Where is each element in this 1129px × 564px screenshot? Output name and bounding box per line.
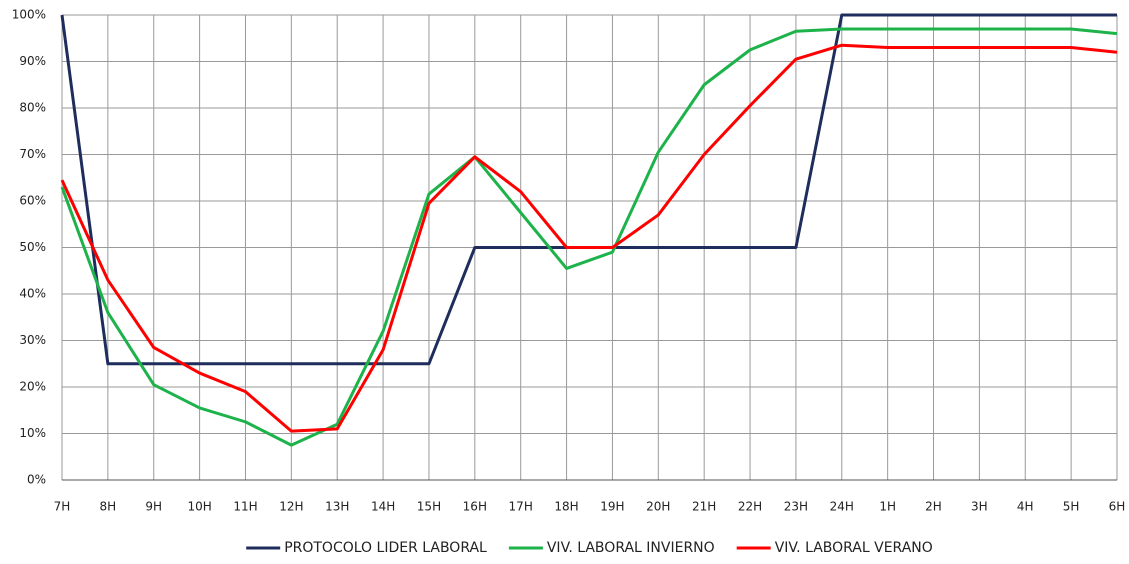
x-tick-label: 22H: [738, 500, 762, 514]
y-tick-label: 90%: [19, 54, 46, 68]
x-tick-label: 20H: [646, 500, 670, 514]
y-tick-label: 20%: [19, 380, 46, 394]
y-tick-label: 40%: [19, 287, 46, 301]
series-line: [60, 13, 1117, 366]
legend-label: VIV. LABORAL VERANO: [775, 540, 933, 556]
y-tick-label: 60%: [19, 194, 46, 208]
x-tick-label: 17H: [509, 500, 533, 514]
series-line: [60, 43, 1118, 433]
legend-label: VIV. LABORAL INVIERNO: [547, 540, 715, 556]
x-tick-label: 8H: [100, 500, 117, 514]
x-tick-label: 16H: [463, 500, 487, 514]
x-tick-label: 7H: [54, 500, 71, 514]
legend-label: PROTOCOLO LIDER LABORAL: [284, 540, 487, 556]
x-tick-label: 10H: [187, 500, 211, 514]
x-tick-label: 1H: [879, 500, 896, 514]
x-tick-label: 14H: [371, 500, 395, 514]
x-tick-label: 9H: [145, 500, 162, 514]
y-tick-label: 80%: [19, 101, 46, 115]
x-tick-label: 18H: [554, 500, 578, 514]
x-tick-label: 19H: [600, 500, 624, 514]
x-tick-label: 5H: [1063, 500, 1080, 514]
x-tick-label: 13H: [325, 500, 349, 514]
x-tick-label: 2H: [925, 500, 942, 514]
x-tick-label: 15H: [417, 500, 441, 514]
x-tick-label: 12H: [279, 500, 303, 514]
y-tick-label: 50%: [19, 240, 46, 254]
x-tick-label: 11H: [233, 500, 257, 514]
x-tick-label: 3H: [971, 500, 988, 514]
legend: PROTOCOLO LIDER LABORAL VIV. LABORAL INVI…: [246, 540, 933, 556]
series-line: [60, 27, 1118, 447]
x-tick-label: 21H: [692, 500, 716, 514]
x-tick-label: 4H: [1017, 500, 1034, 514]
x-tick-label: 6H: [1109, 500, 1126, 514]
y-tick-label: 70%: [19, 147, 46, 161]
x-tick-label: 23H: [784, 500, 808, 514]
y-tick-label: 0%: [27, 473, 46, 487]
y-tick-label: 30%: [19, 333, 46, 347]
y-tick-label: 100%: [12, 8, 46, 22]
x-tick-label: 24H: [830, 500, 854, 514]
y-tick-label: 10%: [19, 426, 46, 440]
